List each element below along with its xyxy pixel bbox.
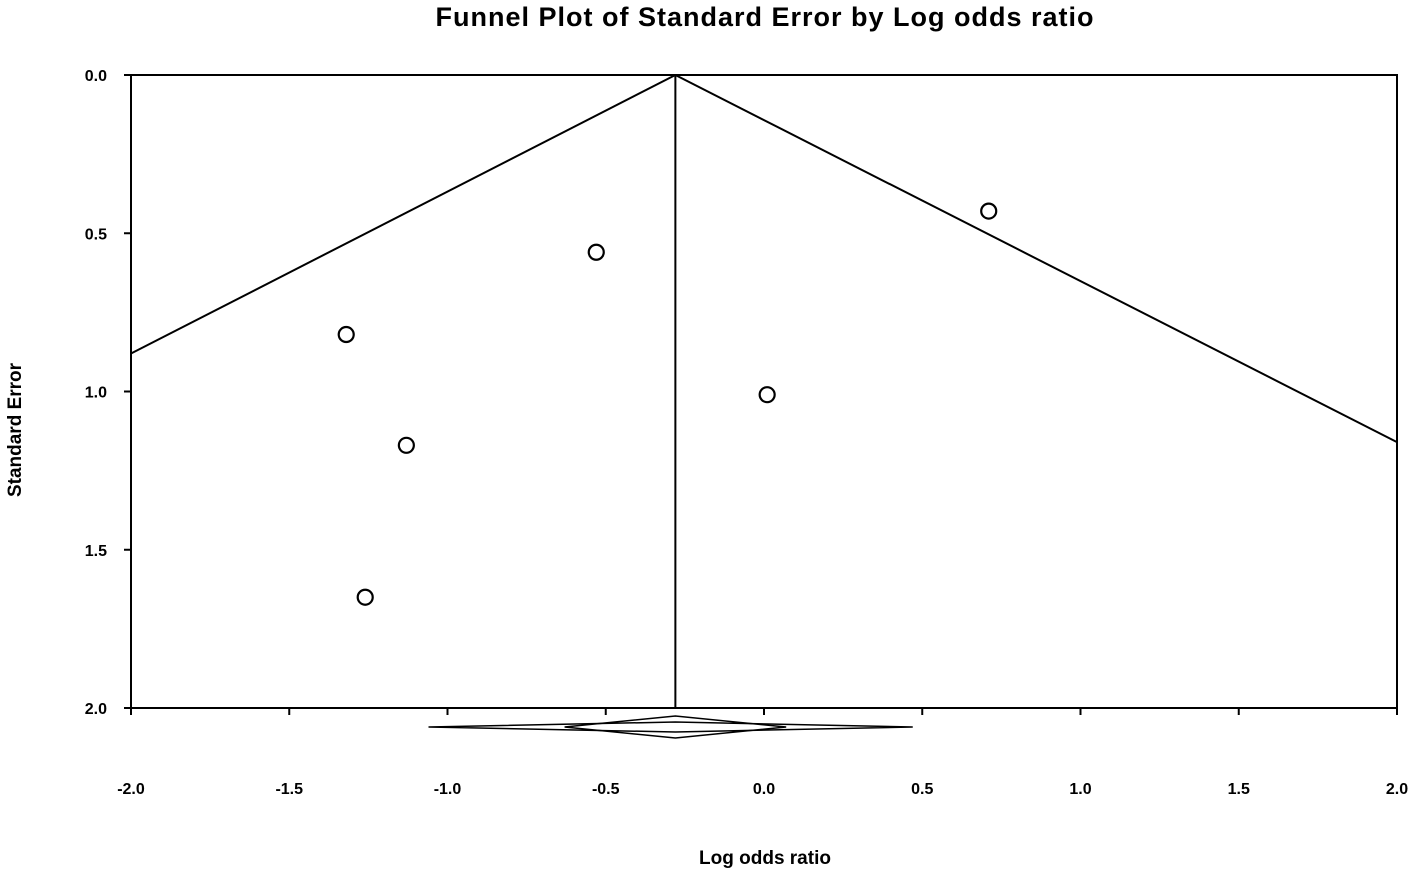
x-tick-label-2: -1.0: [434, 781, 462, 798]
x-tick-label-4: 0.0: [753, 781, 775, 798]
data-point-0: [980, 202, 998, 220]
funnel-lines: [130, 74, 1398, 708]
summary-diamond-1: [564, 715, 787, 739]
x-tick-label-5: 0.5: [911, 781, 933, 798]
y-tick-label-1: 0.5: [85, 226, 107, 243]
x-tick-label-7: 1.5: [1228, 781, 1250, 798]
summary-diamonds: [428, 715, 913, 739]
summary-diamond-0: [428, 721, 913, 733]
data-points: [337, 202, 998, 606]
funnel-line-0: [130, 74, 676, 355]
x-axis-ticks: -2.0 -1.5 -1.0 -0.5 0.0 0.5 1.0 1.5 2.0: [117, 708, 1408, 798]
y-tick-label-4: 2.0: [85, 701, 107, 718]
data-point-4: [397, 436, 415, 454]
data-point-1: [587, 243, 605, 261]
x-axis-label: Log odds ratio: [699, 848, 831, 869]
data-point-3: [758, 386, 776, 404]
y-tick-label-2: 1.0: [85, 385, 107, 402]
x-tick-label-3: -0.5: [592, 781, 620, 798]
chart-title: Funnel Plot of Standard Error by Log odd…: [435, 2, 1095, 32]
funnel-line-1: [674, 74, 1398, 444]
data-point-2: [337, 325, 355, 344]
y-tick-label-3: 1.5: [85, 543, 107, 560]
y-axis-ticks: 0.0 0.5 1.0 1.5 2.0: [85, 68, 131, 718]
y-tick-label-0: 0.0: [85, 68, 107, 85]
data-point-5: [356, 588, 374, 606]
x-tick-label-1: -1.5: [275, 781, 303, 798]
x-tick-label-0: -2.0: [117, 781, 145, 798]
x-tick-label-6: 1.0: [1069, 781, 1091, 798]
x-tick-label-8: 2.0: [1386, 781, 1408, 798]
